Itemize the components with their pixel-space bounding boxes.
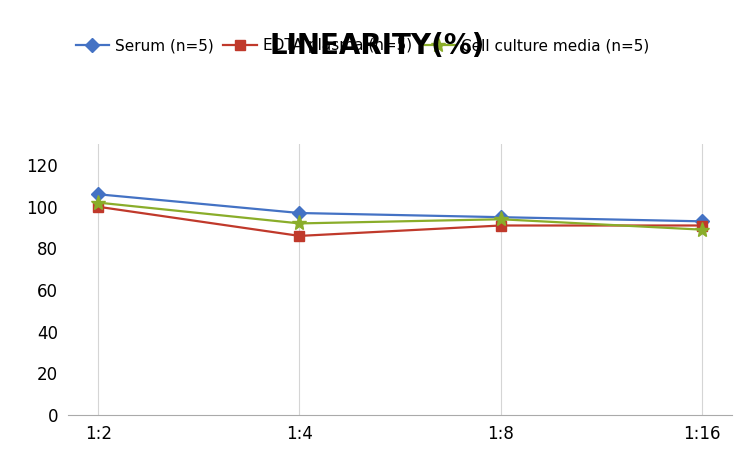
EDTA plasma (n=5) [698,223,707,228]
Text: LINEARITY(%): LINEARITY(%) [270,32,485,60]
Serum (n=5) [698,219,707,224]
Line: EDTA plasma (n=5): EDTA plasma (n=5) [94,202,707,241]
Serum (n=5) [94,192,103,197]
Serum (n=5) [496,215,505,220]
Legend: Serum (n=5), EDTA plasma (n=5), Cell culture media (n=5): Serum (n=5), EDTA plasma (n=5), Cell cul… [76,38,649,53]
Cell culture media (n=5) [496,216,505,222]
Line: Cell culture media (n=5): Cell culture media (n=5) [91,195,710,237]
Line: Serum (n=5): Serum (n=5) [94,189,707,226]
Cell culture media (n=5) [295,221,304,226]
Cell culture media (n=5) [698,227,707,232]
Cell culture media (n=5) [94,200,103,205]
EDTA plasma (n=5) [295,233,304,239]
EDTA plasma (n=5) [496,223,505,228]
EDTA plasma (n=5) [94,204,103,209]
Serum (n=5) [295,210,304,216]
